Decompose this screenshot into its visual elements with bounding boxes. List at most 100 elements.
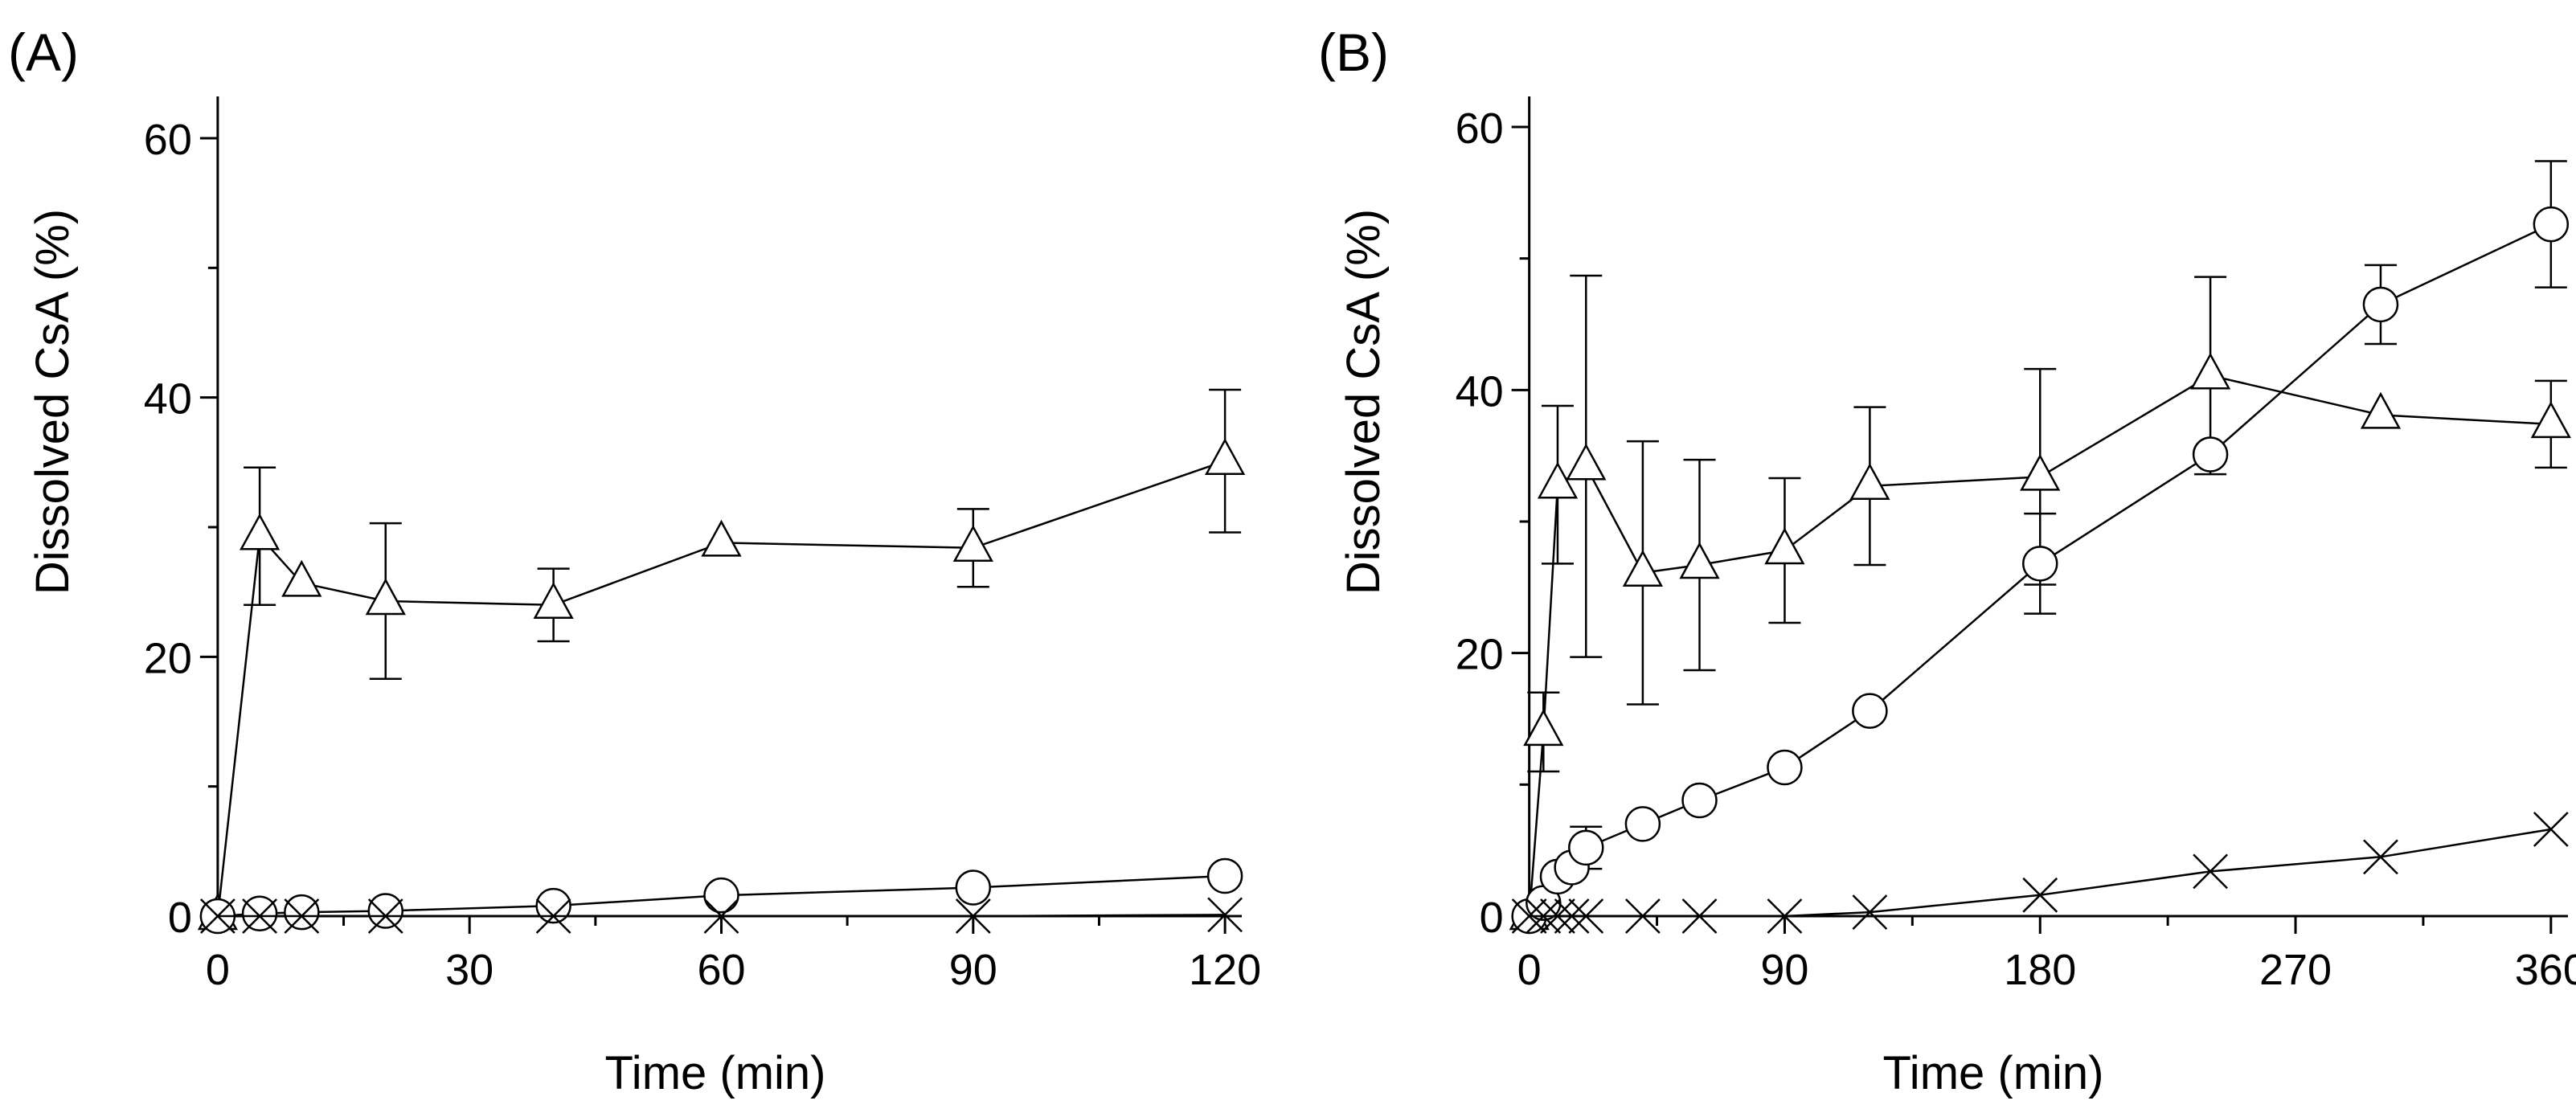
panel-label-b: (B) (1318, 23, 1389, 82)
series-line-triangle-b (1528, 374, 2551, 917)
data-point-circle-b (2192, 436, 2229, 473)
series-line-cross-a (217, 914, 1226, 918)
cross-stroke-b (1511, 898, 1547, 934)
data-point-cross-a (242, 898, 277, 934)
data-point-cross-b (1767, 898, 1803, 934)
panel-label-a: (A) (8, 23, 79, 82)
data-point-triangle-a (239, 513, 281, 550)
data-point-cross-a (367, 898, 403, 934)
data-point-cross-b (2022, 877, 2058, 913)
data-point-triangle-b (1523, 709, 1564, 747)
data-point-cross-b (1540, 898, 1575, 934)
data-point-triangle-b (2360, 391, 2402, 429)
data-point-circle-b (2362, 286, 2399, 323)
data-point-circle-b (1624, 806, 1661, 842)
data-point-cross-b (1681, 898, 1718, 934)
data-point-cross-a (955, 898, 991, 934)
data-point-circle-a (703, 877, 739, 914)
data-point-triangle-a (533, 582, 574, 620)
cross-stroke-b (2363, 839, 2398, 875)
cross-stroke-b (1767, 898, 1803, 934)
x-tick-label-b: 0 (1517, 946, 1542, 994)
data-point-cross-b (1511, 898, 1547, 934)
data-point-circle-b (2021, 546, 2058, 582)
cross-stroke-b (1568, 898, 1604, 934)
cross-stroke-a (367, 898, 403, 934)
data-point-triangle-a (701, 519, 742, 557)
data-point-triangle-a (281, 559, 322, 597)
data-point-triangle-a (952, 525, 993, 563)
data-point-circle-a (367, 893, 404, 929)
y-tick-label-a: 0 (168, 894, 192, 942)
data-point-triangle-b (2530, 401, 2571, 439)
y-tick-label-a: 40 (144, 375, 192, 424)
data-point-cross-b (2193, 853, 2228, 890)
cross-stroke-a (703, 898, 739, 934)
data-point-cross-a (284, 898, 320, 934)
x-tick-label-a: 0 (206, 946, 230, 994)
cross-stroke-a (955, 898, 991, 934)
data-point-triangle-b (2189, 352, 2231, 390)
data-point-triangle-b (1679, 542, 1720, 579)
data-point-circle-a (284, 894, 320, 931)
cross-stroke-a (284, 898, 320, 934)
x-tick-label-a: 30 (445, 946, 493, 994)
cross-stroke-a (200, 898, 235, 934)
x-tick-label-b: 270 (2259, 946, 2332, 994)
data-point-cross-b (2363, 839, 2398, 875)
data-point-cross-b (2533, 812, 2569, 847)
x-tick-label-a: 120 (1189, 946, 1261, 994)
cross-stroke-b (2533, 812, 2569, 847)
cross-stroke-b (1625, 898, 1661, 934)
y-tick-label-a: 20 (144, 634, 192, 682)
y-axis-title-a: Dissolved CsA (%) (27, 209, 79, 595)
cross-stroke-b (2193, 853, 2228, 890)
data-point-cross-a (703, 898, 739, 934)
data-point-cross-a (200, 898, 235, 934)
data-point-cross-a (1207, 897, 1243, 933)
data-point-triangle-b (1537, 461, 1579, 499)
data-point-triangle-a (1204, 438, 1246, 475)
data-point-cross-b (1852, 894, 1888, 930)
data-point-cross-a (535, 898, 571, 934)
cross-stroke-a (1207, 897, 1243, 933)
cross-stroke-b (1852, 894, 1888, 930)
data-point-circle-a (241, 895, 278, 932)
x-tick-label-b: 180 (2004, 946, 2076, 994)
y-tick-label-b: 60 (1456, 104, 1504, 153)
cross-stroke-a (535, 898, 571, 934)
data-point-triangle-b (1849, 463, 1890, 501)
cross-stroke-b (1681, 898, 1718, 934)
cross-stroke-b (1526, 898, 1562, 934)
x-tick-label-b: 90 (1760, 946, 1808, 994)
data-point-cross-b (1526, 898, 1562, 934)
x-axis-title-a: Time (min) (605, 1047, 826, 1099)
x-axis-title-b: Time (min) (1883, 1047, 2104, 1099)
data-point-triangle-b (1566, 443, 1607, 481)
y-axis-title-b: Dissolved CsA (%) (1337, 209, 1390, 595)
plot-area-a: 0 20 40 60 0 30 60 90 120 (144, 96, 1261, 994)
plot-area-b: 0 20 40 60 0 90 180 270 360 (1456, 96, 2576, 994)
x-tick-label-a: 90 (949, 946, 997, 994)
data-point-triangle-b (2020, 453, 2061, 491)
data-point-circle-b (1681, 782, 1718, 819)
cross-stroke-b (1540, 898, 1575, 934)
data-point-circle-b (1767, 749, 1803, 786)
data-point-cross-b (1554, 898, 1590, 934)
data-point-circle-a (535, 887, 571, 924)
data-point-circle-b (1568, 829, 1604, 866)
x-tick-label-a: 60 (697, 946, 745, 994)
cross-stroke-b (2022, 877, 2058, 913)
data-point-triangle-b (1764, 527, 1805, 565)
y-tick-label-b: 40 (1456, 367, 1504, 415)
data-point-circle-a (1206, 857, 1243, 894)
y-tick-label-b: 0 (1480, 894, 1504, 942)
data-point-triangle-b (1622, 550, 1664, 587)
data-point-circle-b (1852, 693, 1888, 729)
data-point-circle-a (955, 870, 992, 906)
cross-stroke-a (242, 898, 277, 934)
y-tick-label-a: 60 (144, 116, 192, 164)
cross-stroke-b (1554, 898, 1590, 934)
